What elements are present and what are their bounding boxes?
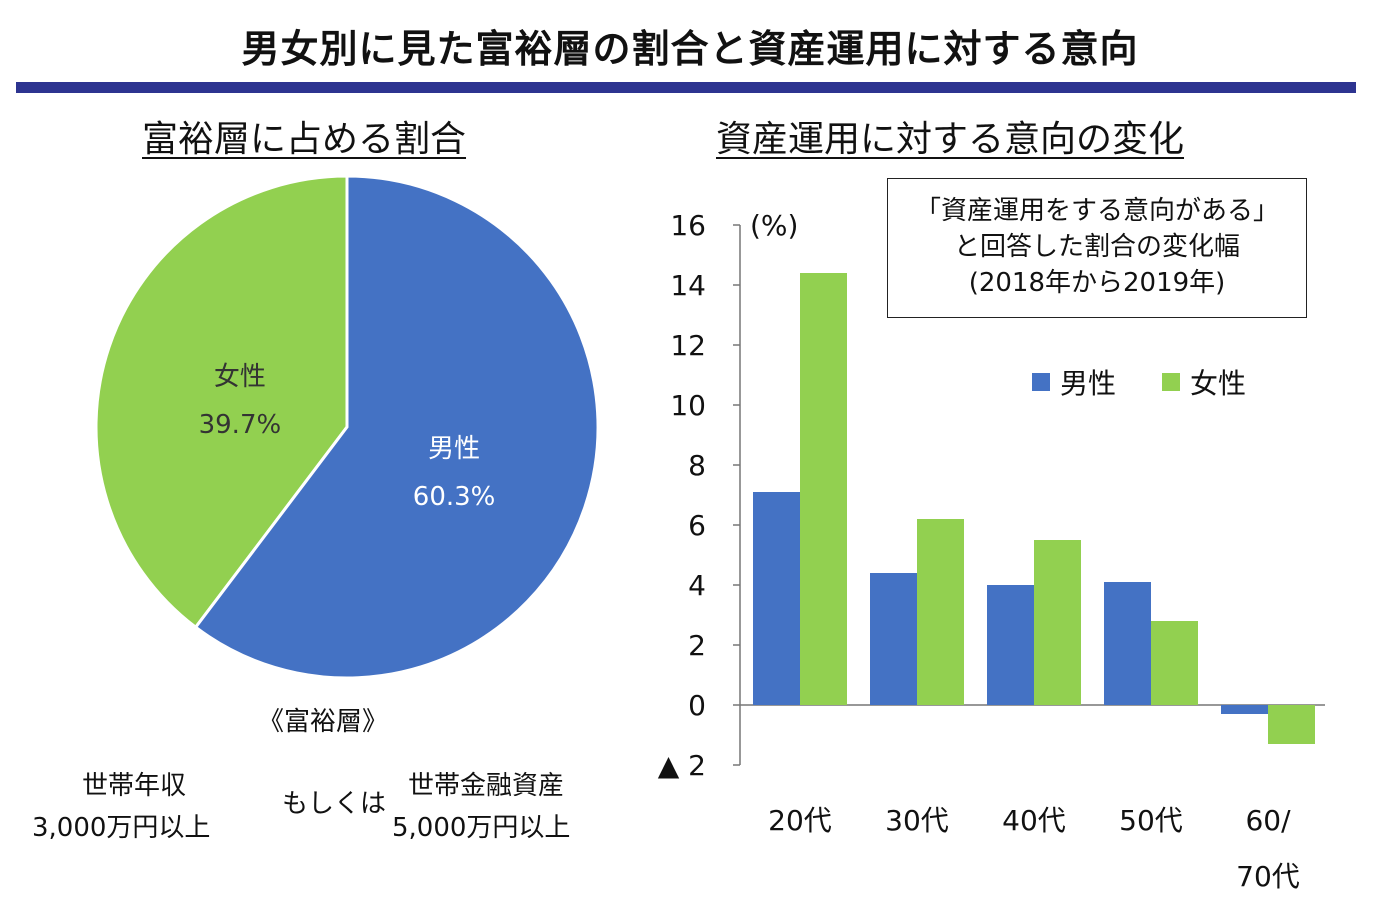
- income-condition-line2: 3,000万円以上: [32, 813, 211, 843]
- bar-subtitle: 資産運用に対する意向の変化: [716, 119, 1185, 160]
- y-tick-label: 2: [688, 629, 706, 662]
- y-tick-label: 16: [670, 209, 706, 242]
- y-tick-label: 4: [688, 569, 706, 602]
- y-tick-label: 6: [688, 509, 706, 542]
- legend-female: 女性: [1162, 362, 1246, 402]
- bar-male-4: [1104, 582, 1151, 705]
- legend-male-label: 男性: [1060, 367, 1117, 400]
- bar-female-2: [917, 519, 964, 705]
- bar-female-4: [1151, 621, 1198, 705]
- pie-chart: 女性 39.7% 男性 60.3%: [94, 174, 600, 680]
- bar-female-3: [1034, 540, 1081, 705]
- y-unit-label: (%): [750, 209, 798, 242]
- x-tick-label: 60/: [1245, 804, 1291, 837]
- assets-condition-line1: 世帯金融資産: [408, 771, 565, 801]
- assets-condition-line2: 5,000万円以上: [392, 813, 571, 843]
- pie-slice-male-label: 男性: [428, 434, 480, 464]
- bar-male-1: [753, 492, 800, 705]
- y-tick-label: 12: [670, 329, 706, 362]
- income-condition-line1: 世帯年収: [82, 771, 187, 801]
- note-box-line3: (2018年から2019年): [968, 268, 1226, 298]
- y-tick-label: 14: [670, 269, 706, 302]
- definition-heading: 《富裕層》: [258, 707, 389, 737]
- x-tick-label: 50代: [1119, 804, 1183, 837]
- pie-slice-male: [193, 174, 600, 680]
- note-box-line1: 「資産運用をする意向がある」: [914, 196, 1279, 226]
- x-tick-label: 20代: [768, 804, 832, 837]
- chart-note-box: 「資産運用をする意向がある」 と回答した割合の変化幅 (2018年から2019年…: [887, 178, 1307, 318]
- bar-female-5: [1268, 705, 1315, 744]
- y-tick-label: 8: [688, 449, 706, 482]
- x-tick-label: 70代: [1236, 860, 1300, 893]
- pie-slice-male-value: 60.3%: [413, 482, 496, 512]
- y-tick-label: 0: [688, 689, 706, 722]
- bar-male-5: [1221, 705, 1268, 714]
- connector-text: もしくは: [282, 789, 387, 819]
- legend-female-swatch: [1162, 373, 1180, 391]
- page-title: 男女別に見た富裕層の割合と資産運用に対する意向: [241, 27, 1139, 71]
- note-box-line2: と回答した割合の変化幅: [953, 232, 1240, 262]
- bar-chart: ▲ 2 0 2 4 6 8 10 12 14 16 (%) 20代 30代 40代 50代 60/70代: [658, 209, 1325, 893]
- pie-subtitle: 富裕層に占める割合: [142, 119, 467, 160]
- legend-male: 男性: [1032, 362, 1116, 402]
- y-tick-label: 10: [670, 389, 706, 422]
- title-rule: [16, 82, 1356, 93]
- x-tick-label: 40代: [1002, 804, 1066, 837]
- pie-slice-female-label: 女性: [214, 362, 266, 392]
- pie-slice-female-value: 39.7%: [199, 410, 282, 440]
- bar-male-2: [870, 573, 917, 705]
- legend-female-label: 女性: [1190, 367, 1247, 400]
- x-tick-label: 30代: [885, 804, 949, 837]
- bar-male-3: [987, 585, 1034, 705]
- legend-male-swatch: [1032, 373, 1050, 391]
- bar-female-1: [800, 273, 847, 705]
- pie-slice-female: [94, 174, 349, 630]
- y-tick-label: ▲ 2: [658, 749, 706, 782]
